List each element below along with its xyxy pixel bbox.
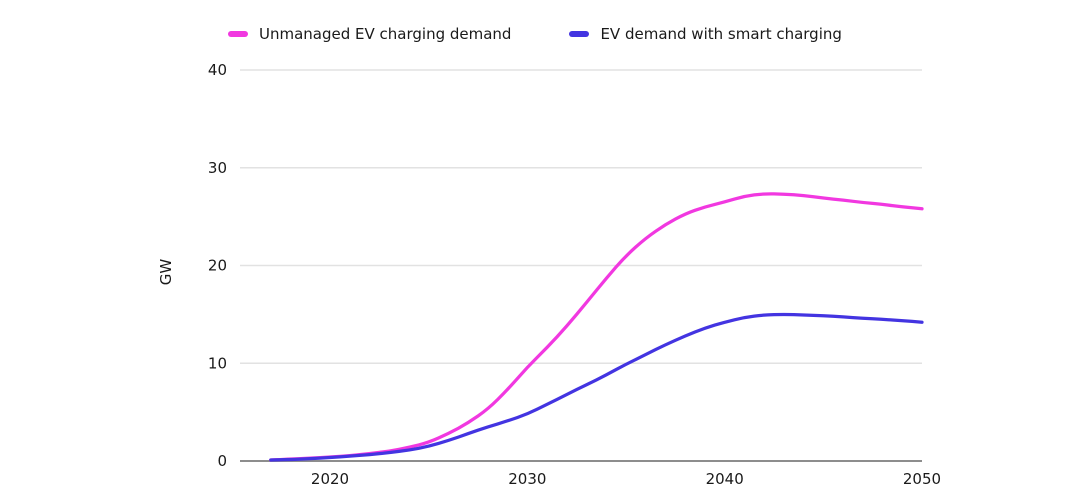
legend-item-smart[interactable]: EV demand with smart charging xyxy=(569,25,842,43)
y-tick-label: 30 xyxy=(208,159,227,177)
legend-label-smart: EV demand with smart charging xyxy=(600,25,842,43)
series-line-unmanaged xyxy=(269,192,924,462)
x-tick-label: 2050 xyxy=(903,470,941,488)
legend-item-unmanaged[interactable]: Unmanaged EV charging demand xyxy=(228,25,511,43)
y-tick-label: 10 xyxy=(208,354,227,372)
x-tick-label: 2040 xyxy=(706,470,744,488)
chart-legend: Unmanaged EV charging demand EV demand w… xyxy=(228,25,842,43)
x-tick-label: 2030 xyxy=(508,470,546,488)
y-tick-label: 0 xyxy=(217,452,227,470)
x-tick-label: 2020 xyxy=(311,470,349,488)
y-tick-label: 40 xyxy=(208,61,227,79)
series-line-smart-charging xyxy=(269,312,924,462)
y-axis-title: GW xyxy=(157,259,175,286)
y-tick-label: 20 xyxy=(208,257,227,275)
legend-swatch-magenta-icon xyxy=(228,31,248,37)
legend-swatch-blue-icon xyxy=(569,31,590,37)
legend-label-unmanaged: Unmanaged EV charging demand xyxy=(259,25,512,43)
